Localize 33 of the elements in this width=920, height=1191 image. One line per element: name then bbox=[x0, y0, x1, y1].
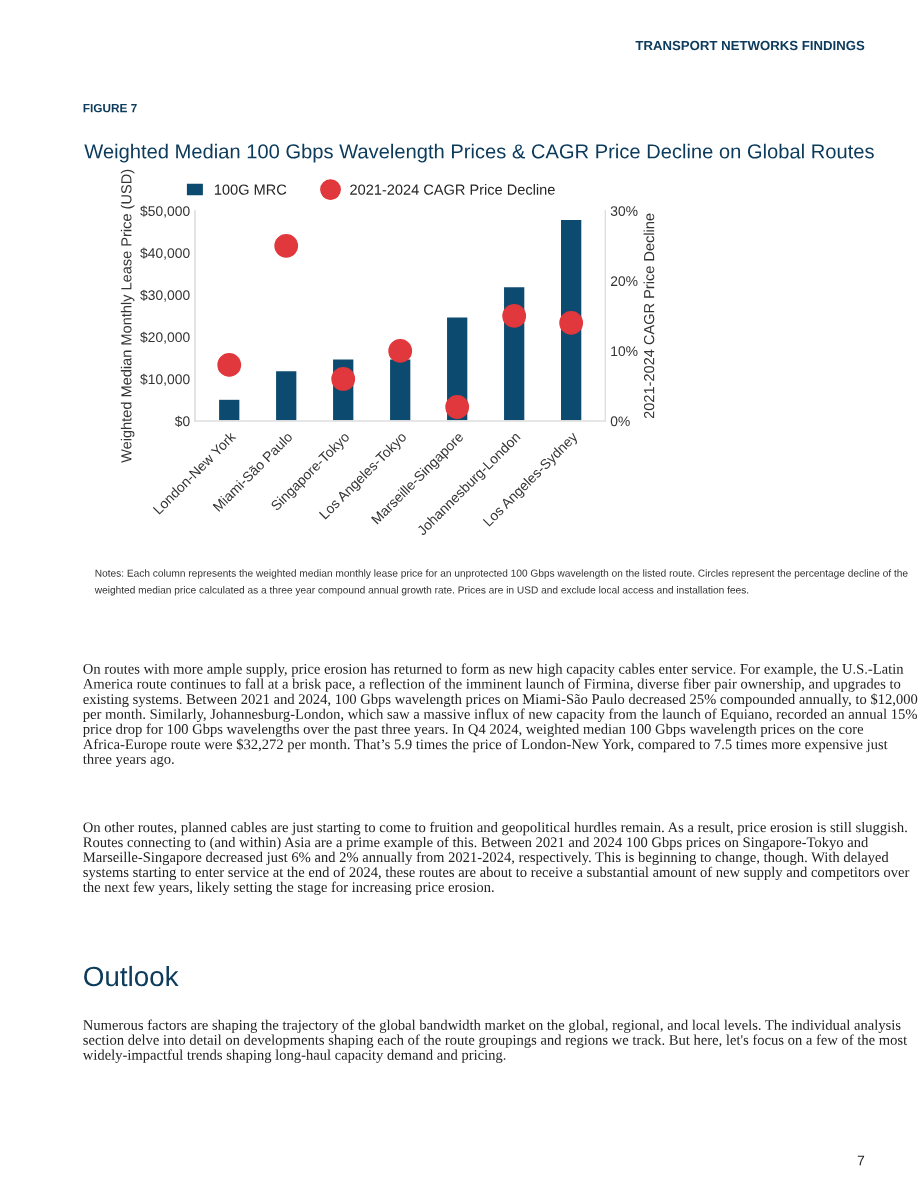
bar bbox=[388, 358, 412, 422]
y2-tick-label: 20% bbox=[610, 276, 638, 287]
y2-tick-label: 30% bbox=[610, 206, 638, 216]
point bbox=[445, 395, 470, 419]
y-tick-label: $50,000 bbox=[140, 205, 190, 218]
text: Outlook bbox=[84, 965, 179, 987]
bar bbox=[274, 369, 298, 422]
y-tick-label: $40,000 bbox=[140, 247, 190, 260]
text: On other routes, planned cables are just starting to come to fruition and geopolitical hurdles remain. As a result, price erosion is still sluggish. Routes connecting to (and within) Asia are a prime example of this. Between 2021 and 2024 100 Gbps prices on Singapore-Tokyo and Marseille-Singapore decreased just 6% and 2% annually from 2021-2024, respectively. This is beginning to change, though. With delayed systems starting to enter service at the end of 2024, these routes are about to receive a substantial amount of new supply and competitors over the next few years, likely setting the stage for increasing price erosion. bbox=[82, 821, 910, 896]
point bbox=[331, 367, 356, 391]
text: On routes with more ample supply, price erosion has returned to form as new high capacity cables enter service. For example, the U.S.-Latin America route continues to fall at a brisk pace, a reflection of the imminent launch of Firmina, diverse fiber pair ownership, and upgrades to existing systems. Between 2021 and 2024, 100 Gbps wavelength prices on Miami-São Paulo decreased 25% compounded annually, to $12,000 per month. Similarly, Johannesburg-London, which saw a massive influx of new capacity from the launch of Equiano, recorded an annual 15% price drop for 100 Gbps wavelengths over the past three years. In Q4 2024, weighted median 100 Gbps wavelength prices on the core Africa-Europe route were $32,272 per month. That’s 5.9 times the price of London-New York, compared to 7.5 times more expensive just three years ago. bbox=[82, 663, 918, 767]
y-tick-label: $30,000 bbox=[140, 289, 190, 302]
text: Numerous factors are shaping the trajectory of the global bandwidth market on the global, regional, and local levels. The individual analysis section delve into detail on developments shaping each of the route groupings and regions we track. But here, let's focus on a few of the most widely-impactful trends shaping long-haul capacity demand and pricing. bbox=[82, 1019, 908, 1063]
y2-axis-title: 2021-2024 CAGR Price Decline bbox=[643, 213, 655, 419]
text: TRANSPORT NETWORKS FINDINGS bbox=[635, 40, 865, 51]
point bbox=[502, 304, 527, 328]
point bbox=[217, 353, 242, 377]
legend-label: 100G MRC bbox=[214, 184, 287, 195]
point bbox=[559, 311, 584, 335]
caption: FIGURE 7 bbox=[83, 103, 137, 113]
text: 7 bbox=[857, 1155, 865, 1166]
bar bbox=[217, 398, 241, 422]
y2-tick-label: 10% bbox=[611, 346, 638, 357]
y-axis-title: Weighted Median Monthly Lease Price (USD) bbox=[120, 169, 135, 463]
y2-tick-label: 0% bbox=[610, 416, 630, 427]
legend-label: 2021-2024 CAGR Price Decline bbox=[350, 184, 555, 195]
text: Notes: Each column represents the weighted median monthly lease price for an unprotected 100 Gbps wavelength on the listed route. Circles represent the percentage decline of the weighted median price calculated as a three year compound annual growth rate. Prices are in USD and exclude local access and installation fees. bbox=[94, 569, 908, 596]
y-tick-label: $20,000 bbox=[140, 331, 190, 344]
point bbox=[274, 233, 299, 258]
chart-title: Weighted Median 100 Gbps Wavelength Prices & CAGR Price Decline on Global Routes bbox=[84, 143, 874, 163]
y-tick-label: $10,000 bbox=[140, 373, 190, 386]
y-tick-label: $0 bbox=[174, 415, 190, 428]
point bbox=[388, 339, 413, 363]
